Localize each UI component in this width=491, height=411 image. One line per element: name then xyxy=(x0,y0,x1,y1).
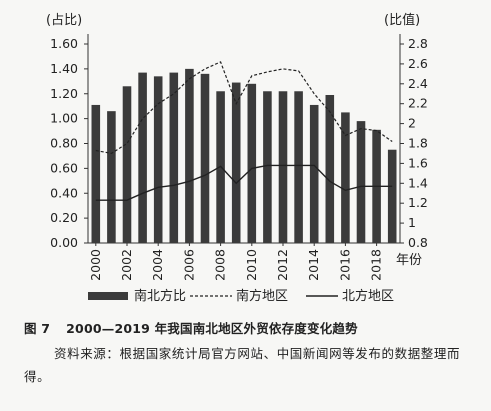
right-tick-label: 2.2 xyxy=(408,96,428,111)
right-tick-label: 1.8 xyxy=(408,136,428,151)
x-axis-label: 年份 xyxy=(396,253,422,268)
bar xyxy=(169,72,179,243)
axis-labels: 0.00 0.20 0.40 0.60 0.80 1.00 1.20 1.40 1.60 0.8 1… xyxy=(46,12,428,281)
bar xyxy=(325,94,335,244)
bar xyxy=(185,68,194,243)
right-tick-label: 2 xyxy=(408,116,416,131)
right-tick-label: 2.6 xyxy=(408,56,428,71)
bar xyxy=(200,73,210,243)
x-tick-label: 2018 xyxy=(369,249,384,281)
figure-caption: 图 7 2000—2019 年我国南北地区外贸依存度变化趋势 xyxy=(24,318,358,337)
bar xyxy=(294,91,303,243)
right-tick-label: 1.4 xyxy=(408,175,428,190)
bar xyxy=(341,112,350,243)
bar xyxy=(247,83,257,243)
legend: 南北方比 南方地区 北方地区 xyxy=(88,288,394,304)
south-region-line xyxy=(95,61,393,155)
bar xyxy=(107,111,116,243)
left-tick-label: 0.20 xyxy=(50,210,78,225)
right-tick-label: 2.4 xyxy=(408,76,428,91)
left-tick-label: 0.40 xyxy=(50,185,78,200)
left-tick-label: 1.00 xyxy=(50,111,78,126)
bar xyxy=(278,91,288,243)
x-tick-label: 2012 xyxy=(275,249,290,281)
x-tick-label: 2002 xyxy=(119,249,134,281)
left-tick-label: 1.60 xyxy=(50,36,78,51)
x-tick-label: 2006 xyxy=(181,249,196,281)
left-tick-label: 0.00 xyxy=(50,235,78,250)
north-region-line xyxy=(95,164,393,201)
source-note: 资料来源：根据国家统计局官方网站、中国新闻网等发布的数据整理而得。 xyxy=(24,346,461,384)
right-tick-label: 0.8 xyxy=(408,235,428,250)
right-tick-label: 2.8 xyxy=(408,36,428,51)
x-tick-label: 2008 xyxy=(213,249,228,281)
x-tick-label: 2004 xyxy=(150,249,165,281)
bar xyxy=(122,86,132,243)
bar xyxy=(309,104,319,243)
x-tick-label: 2016 xyxy=(337,249,352,281)
x-tick-label: 2000 xyxy=(88,249,103,281)
chart-axes xyxy=(84,34,404,246)
bar-series xyxy=(91,68,397,244)
y-left-label: (占比) xyxy=(46,13,82,28)
left-tick-label: 0.80 xyxy=(50,136,78,151)
right-tick-label: 1 xyxy=(408,215,416,230)
bar xyxy=(387,149,397,243)
y-right-label: (比值) xyxy=(384,12,420,28)
x-tick-label: 2010 xyxy=(244,249,259,281)
bar xyxy=(356,121,366,243)
legend-bar-swatch xyxy=(88,292,128,300)
right-tick-label: 1.6 xyxy=(408,155,428,170)
left-tick-label: 1.40 xyxy=(50,61,78,76)
legend-bar-label: 南北方比 xyxy=(134,288,186,304)
legend-solid-label: 北方地区 xyxy=(342,288,394,304)
left-tick-label: 0.60 xyxy=(50,160,78,175)
bar xyxy=(138,72,147,243)
figure-title: 2000—2019 年我国南北地区外贸依存度变化趋势 xyxy=(66,321,358,336)
bar xyxy=(231,82,241,244)
left-tick-label: 1.20 xyxy=(50,86,78,101)
bar xyxy=(153,76,163,244)
bar xyxy=(91,104,101,243)
line-series xyxy=(95,61,393,201)
right-tick-label: 1.2 xyxy=(408,195,428,210)
legend-dashed-label: 南方地区 xyxy=(236,288,288,304)
bar xyxy=(263,91,272,243)
figure-number: 图 7 xyxy=(24,321,51,336)
x-tick-label: 2014 xyxy=(306,249,321,281)
